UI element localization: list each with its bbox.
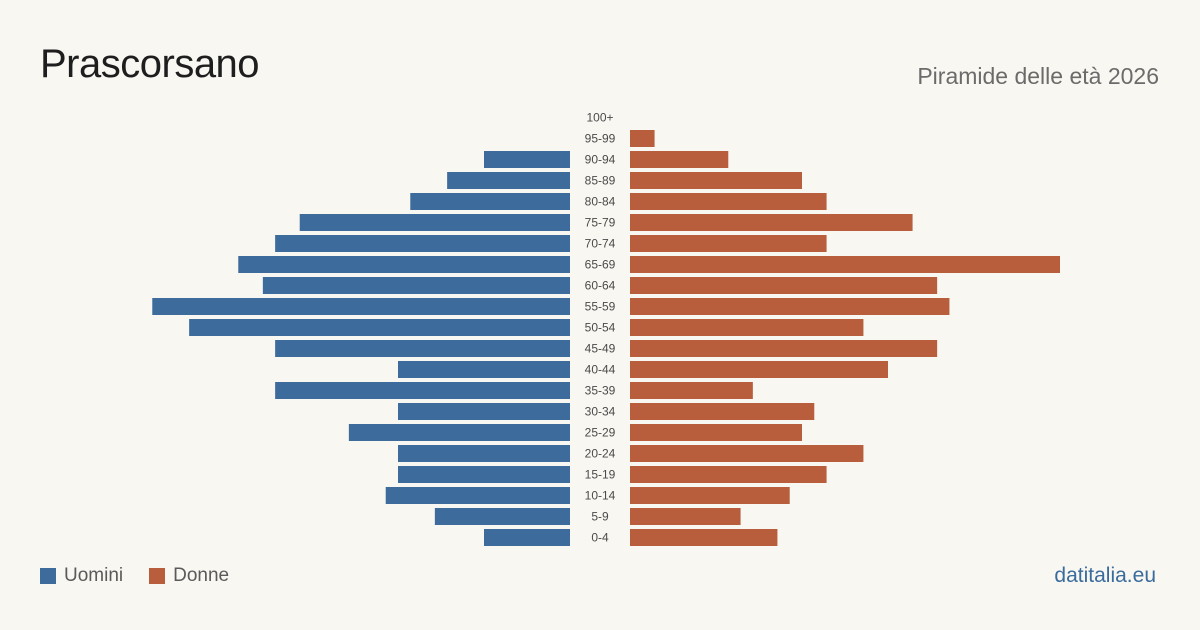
bar-men-5-9 <box>434 508 570 525</box>
age-label-20-24: 20-24 <box>585 447 616 461</box>
age-label-70-74: 70-74 <box>585 237 616 251</box>
bar-men-65-69 <box>238 256 571 273</box>
bar-women-40-44 <box>630 361 888 378</box>
bar-women-75-79 <box>630 214 913 231</box>
bar-women-95-99 <box>630 130 655 147</box>
age-label-85-89: 85-89 <box>585 174 616 188</box>
bar-men-50-54 <box>189 319 570 336</box>
age-label-25-29: 25-29 <box>585 426 616 440</box>
age-label-30-34: 30-34 <box>585 405 616 419</box>
bar-men-90-94 <box>484 151 570 168</box>
bar-women-50-54 <box>630 319 864 336</box>
bar-women-5-9 <box>630 508 741 525</box>
age-label-40-44: 40-44 <box>585 363 616 377</box>
legend-swatch-men <box>40 568 56 584</box>
bar-women-30-34 <box>630 403 815 420</box>
bar-women-15-19 <box>630 466 827 483</box>
age-label-100+: 100+ <box>586 111 613 125</box>
bar-women-60-64 <box>630 277 938 294</box>
bar-women-80-84 <box>630 193 827 210</box>
bar-women-85-89 <box>630 172 802 189</box>
age-label-0-4: 0-4 <box>591 531 609 545</box>
bar-men-40-44 <box>398 361 570 378</box>
chart-title: Prascorsano <box>40 42 260 86</box>
bar-women-10-14 <box>630 487 790 504</box>
age-label-10-14: 10-14 <box>585 489 616 503</box>
bar-men-30-34 <box>398 403 570 420</box>
bar-women-70-74 <box>630 235 827 252</box>
bar-women-65-69 <box>630 256 1060 273</box>
legend-label-women: Donne <box>173 565 230 586</box>
bar-men-15-19 <box>398 466 570 483</box>
age-label-75-79: 75-79 <box>585 216 616 230</box>
bar-men-20-24 <box>398 445 570 462</box>
age-label-35-39: 35-39 <box>585 384 616 398</box>
bar-men-60-64 <box>262 277 570 294</box>
legend-item-men: Uomini <box>40 565 123 587</box>
bar-men-25-29 <box>348 424 570 441</box>
bar-men-0-4 <box>484 529 570 546</box>
population-pyramid-chart: 100+ 95-99 90-94 85-89 80-84 75-79 70-74 65-69 6… <box>152 111 1060 546</box>
bar-men-35-39 <box>275 382 570 399</box>
bar-women-55-59 <box>630 298 950 315</box>
bar-women-25-29 <box>630 424 802 441</box>
bar-men-70-74 <box>275 235 570 252</box>
age-label-95-99: 95-99 <box>585 132 616 146</box>
legend-swatch-women <box>149 568 166 584</box>
bar-women-0-4 <box>630 529 778 546</box>
bar-men-10-14 <box>385 487 570 504</box>
age-label-80-84: 80-84 <box>585 195 616 209</box>
age-label-5-9: 5-9 <box>591 510 609 524</box>
legend-item-women: Donne <box>149 565 229 587</box>
bar-women-90-94 <box>630 151 729 168</box>
age-label-60-64: 60-64 <box>585 279 616 293</box>
chart-subtitle: Piramide delle età 2026 <box>917 63 1159 89</box>
age-label-65-69: 65-69 <box>585 258 616 272</box>
bar-men-80-84 <box>410 193 570 210</box>
bar-men-55-59 <box>152 298 571 315</box>
legend: Uomini Donne <box>40 565 255 587</box>
legend-label-men: Uomini <box>64 565 124 586</box>
bar-women-45-49 <box>630 340 938 357</box>
bar-women-20-24 <box>630 445 864 462</box>
source-link[interactable]: datitalia.eu <box>1054 564 1156 587</box>
bar-women-35-39 <box>630 382 753 399</box>
bar-men-85-89 <box>447 172 570 189</box>
bar-men-45-49 <box>275 340 570 357</box>
age-label-55-59: 55-59 <box>585 300 616 314</box>
age-label-45-49: 45-49 <box>585 342 616 356</box>
age-label-15-19: 15-19 <box>585 468 616 482</box>
age-label-90-94: 90-94 <box>585 153 616 167</box>
bar-men-75-79 <box>299 214 570 231</box>
age-label-50-54: 50-54 <box>585 321 616 335</box>
